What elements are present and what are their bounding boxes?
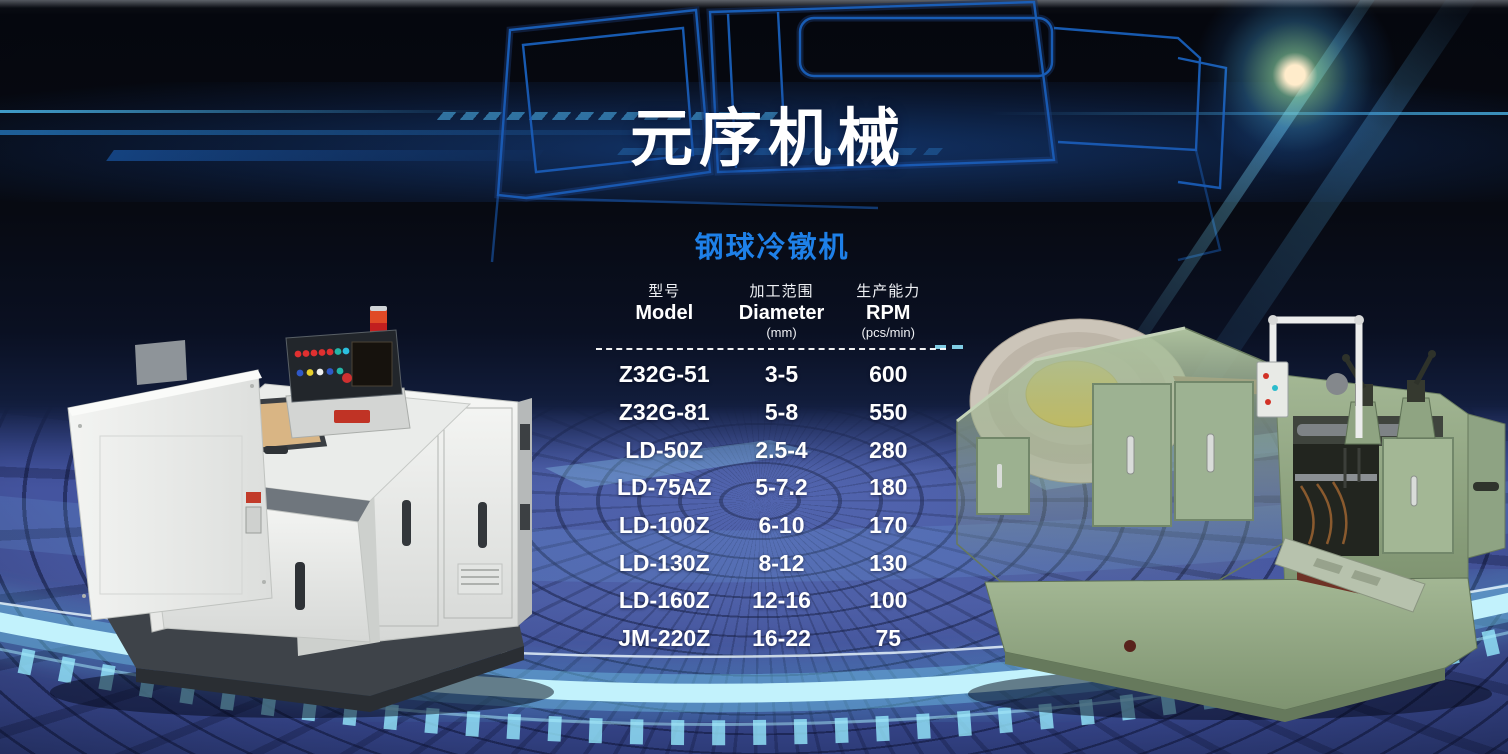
cell-rpm: 600	[869, 361, 908, 388]
table-row: LD-50Z 2.5-4 280	[596, 431, 946, 469]
cell-rpm: 180	[869, 474, 908, 501]
section-subtitle: 钢球冷镦机	[694, 232, 850, 264]
col-header-model: 型号 Model	[596, 282, 733, 341]
cell-rpm: 280	[869, 436, 908, 463]
spec-table-header: 型号 Model 加工范围 Diameter (mm) 生产能力 RPM (pc…	[596, 282, 946, 341]
col-header-en: RPM	[866, 302, 911, 324]
cell-model: Z32G-81	[618, 399, 710, 426]
table-row: LD-130Z 8-12 130	[596, 544, 946, 582]
cell-diameter: 3-5	[764, 361, 799, 388]
cell-rpm: 550	[869, 399, 908, 426]
brand-title: 元序机械	[630, 104, 906, 174]
cell-diameter: 2.5-4	[755, 436, 808, 463]
cell-rpm: 170	[869, 512, 908, 539]
cell-model: JM-220Z	[618, 625, 711, 652]
dashed-divider	[596, 348, 946, 350]
col-header-zh: 型号	[648, 283, 681, 300]
cell-diameter: 12-16	[752, 587, 811, 614]
cell-model: LD-75AZ	[616, 474, 712, 501]
cell-model: LD-50Z	[625, 436, 704, 463]
table-row: LD-100Z 6-10 170	[596, 507, 946, 545]
col-header-en: Diameter	[738, 302, 825, 324]
cell-diameter: 16-22	[752, 625, 811, 652]
cell-rpm: 75	[875, 625, 902, 652]
cell-model: LD-160Z	[618, 587, 710, 614]
col-header-diameter: 加工范围 Diameter (mm)	[733, 282, 831, 341]
col-header-unit: (mm)	[766, 325, 797, 340]
table-row: Z32G-81 5-8 550	[596, 394, 946, 432]
cell-diameter: 8-12	[758, 549, 805, 576]
cell-model: LD-130Z	[618, 549, 710, 576]
cell-rpm: 100	[869, 587, 908, 614]
table-row: LD-160Z 12-16 100	[596, 582, 946, 620]
cell-diameter: 5-8	[764, 399, 799, 426]
left-machine-photo	[50, 306, 554, 718]
cell-model: Z32G-51	[618, 361, 710, 388]
table-row: Z32G-51 3-5 600	[596, 356, 946, 394]
right-machine-photo	[956, 315, 1506, 722]
spec-table-body: Z32G-51 3-5 600 Z32G-81 5-8 550 LD-50Z 2…	[596, 356, 946, 658]
col-header-en: Model	[635, 302, 694, 324]
cell-rpm: 130	[869, 549, 908, 576]
table-row: LD-75AZ 5-7.2 180	[596, 469, 946, 507]
table-row: JM-220Z 16-22 75	[596, 620, 946, 658]
cell-model: LD-100Z	[618, 512, 710, 539]
cell-diameter: 6-10	[758, 512, 805, 539]
col-header-zh: 加工范围	[749, 283, 814, 300]
spec-table: 型号 Model 加工范围 Diameter (mm) 生产能力 RPM (pc…	[596, 282, 946, 658]
col-header-rpm: 生产能力 RPM (pcs/min)	[831, 282, 947, 341]
cell-diameter: 5-7.2	[755, 474, 808, 501]
col-header-unit: (pcs/min)	[861, 325, 915, 340]
col-header-zh: 生产能力	[856, 283, 921, 300]
